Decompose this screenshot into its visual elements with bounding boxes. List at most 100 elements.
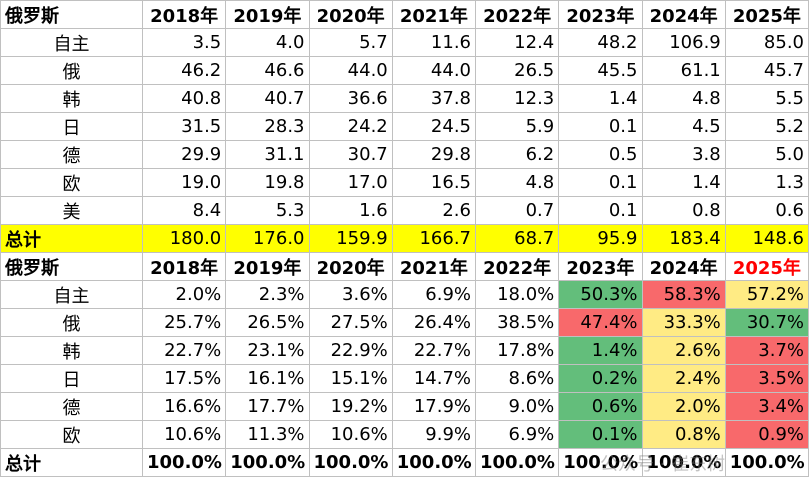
- cell: 4.8: [474, 168, 560, 197]
- cell: 5.0: [724, 140, 810, 169]
- cell: 23.1%: [225, 336, 310, 365]
- cell: 3.5: [141, 28, 227, 57]
- data-table: 俄罗斯 2018年 2019年 2020年 2021年 2022年 2023年 2024年 20…: [0, 0, 810, 477]
- cell: 2024年: [641, 0, 726, 29]
- cell: 68.7: [474, 224, 560, 253]
- row-label: 欧: [0, 168, 143, 197]
- cell: 11.3%: [225, 420, 310, 449]
- cell: 19.0: [141, 168, 227, 197]
- cell: 100.0%: [225, 448, 310, 477]
- cell: 0.1%: [558, 420, 643, 449]
- cell: 10.6%: [308, 420, 393, 449]
- cell: 0.1: [558, 112, 643, 141]
- cell: 2.6: [391, 196, 477, 225]
- cell: 29.8: [391, 140, 477, 169]
- table-row: 韩 40.8 40.7 36.6 37.8 12.3 1.4 4.8 5.5: [0, 84, 810, 113]
- table-row: 俄罗斯 2018年 2019年 2020年 2021年 2022年 2023年 2024年 20…: [0, 0, 810, 29]
- cell: 100.0%: [308, 448, 393, 477]
- row-label: 自主: [0, 28, 143, 57]
- cell: 30.7%: [724, 308, 810, 337]
- row-label: 俄罗斯: [0, 0, 143, 29]
- cell: 2020年: [308, 252, 393, 281]
- cell: 95.9: [558, 224, 643, 253]
- cell: 4.5: [641, 112, 726, 141]
- cell: 18.0%: [474, 280, 560, 309]
- cell: 17.0: [308, 168, 393, 197]
- cell: 5.7: [308, 28, 393, 57]
- cell: 0.2%: [558, 364, 643, 393]
- cell: 1.3: [724, 168, 810, 197]
- table-row: 总计 100.0% 100.0% 100.0% 100.0% 100.0% 100.0% 10…: [0, 448, 810, 477]
- cell: 0.8: [641, 196, 726, 225]
- cell: 6.9%: [391, 280, 477, 309]
- cell: 100.0%: [724, 448, 810, 477]
- cell: 183.4: [641, 224, 726, 253]
- cell: 28.3: [225, 112, 310, 141]
- cell: 57.2%: [724, 280, 810, 309]
- cell: 19.2%: [308, 392, 393, 421]
- cell: 30.7: [308, 140, 393, 169]
- cell: 27.5%: [308, 308, 393, 337]
- cell: 26.5: [474, 56, 560, 85]
- cell: 1.4: [641, 168, 726, 197]
- table-row: 自主 2.0% 2.3% 3.6% 6.9% 18.0% 50.3% 58.3% 57.2%: [0, 280, 810, 309]
- row-label: 欧: [0, 420, 143, 449]
- row-label: 德: [0, 392, 143, 421]
- table-row: 美 8.4 5.3 1.6 2.6 0.7 0.1 0.8 0.6: [0, 196, 810, 225]
- cell: 22.7%: [391, 336, 477, 365]
- cell: 17.5%: [141, 364, 227, 393]
- cell: 24.2: [308, 112, 393, 141]
- cell: 5.3: [225, 196, 310, 225]
- cell: 3.4%: [724, 392, 810, 421]
- cell: 46.2: [141, 56, 227, 85]
- cell: 37.8: [391, 84, 477, 113]
- cell: 29.9: [141, 140, 227, 169]
- cell: 180.0: [141, 224, 227, 253]
- cell: 148.6: [724, 224, 810, 253]
- cell: 8.6%: [474, 364, 560, 393]
- cell: 2020年: [308, 0, 393, 29]
- cell: 0.5: [558, 140, 643, 169]
- cell: 33.3%: [641, 308, 726, 337]
- cell: 2023年: [558, 0, 643, 29]
- cell: 0.1: [558, 168, 643, 197]
- cell: 31.1: [225, 140, 310, 169]
- cell: 45.7: [724, 56, 810, 85]
- row-label: 俄: [0, 56, 143, 85]
- cell: 40.7: [225, 84, 310, 113]
- table-row: 日 31.5 28.3 24.2 24.5 5.9 0.1 4.5 5.2: [0, 112, 810, 141]
- cell: 2025年: [724, 252, 810, 281]
- cell: 14.7%: [391, 364, 477, 393]
- cell: 3.7%: [724, 336, 810, 365]
- cell: 47.4%: [558, 308, 643, 337]
- cell: 1.4: [558, 84, 643, 113]
- cell: 40.8: [141, 84, 227, 113]
- cell: 19.8: [225, 168, 310, 197]
- table-row: 德 29.9 31.1 30.7 29.8 6.2 0.5 3.8 5.0: [0, 140, 810, 169]
- table-row: 俄 46.2 46.6 44.0 44.0 26.5 45.5 61.1 45.7: [0, 56, 810, 85]
- cell: 1.4%: [558, 336, 643, 365]
- cell: 85.0: [724, 28, 810, 57]
- cell: 2018年: [141, 0, 227, 29]
- cell: 2019年: [225, 252, 310, 281]
- cell: 26.4%: [391, 308, 477, 337]
- cell: 176.0: [225, 224, 310, 253]
- cell: 17.8%: [474, 336, 560, 365]
- cell: 100.0%: [391, 448, 477, 477]
- cell: 0.6: [724, 196, 810, 225]
- cell: 4.0: [225, 28, 310, 57]
- cell: 2.0%: [641, 392, 726, 421]
- cell: 2019年: [225, 0, 310, 29]
- cell: 46.6: [225, 56, 310, 85]
- cell: 2.0%: [141, 280, 227, 309]
- cell: 0.7: [474, 196, 560, 225]
- cell: 22.7%: [141, 336, 227, 365]
- cell: 5.5: [724, 84, 810, 113]
- cell: 36.6: [308, 84, 393, 113]
- cell: 15.1%: [308, 364, 393, 393]
- cell: 0.9%: [724, 420, 810, 449]
- table-row: 自主 3.5 4.0 5.7 11.6 12.4 48.2 106.9 85.0: [0, 28, 810, 57]
- cell: 2025年: [724, 0, 810, 29]
- cell: 16.6%: [141, 392, 227, 421]
- cell: 2021年: [391, 252, 477, 281]
